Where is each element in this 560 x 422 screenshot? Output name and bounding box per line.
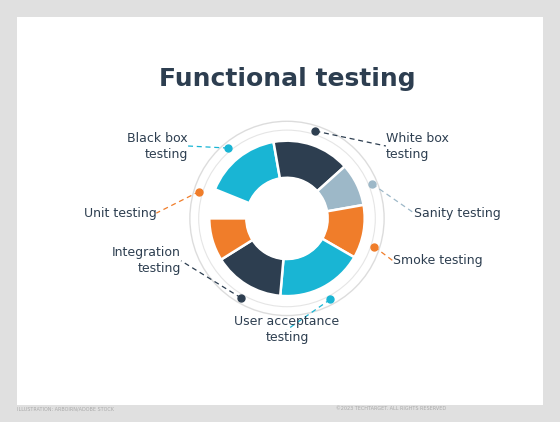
Text: Sanity testing: Sanity testing <box>414 207 501 219</box>
Text: User acceptance
testing: User acceptance testing <box>235 315 339 344</box>
Text: Black box
testing: Black box testing <box>128 132 188 160</box>
Wedge shape <box>221 240 283 296</box>
Wedge shape <box>317 166 363 211</box>
Text: Unit testing: Unit testing <box>83 207 156 219</box>
Wedge shape <box>280 239 354 296</box>
Wedge shape <box>209 219 253 260</box>
Circle shape <box>246 178 328 259</box>
Text: White box
testing: White box testing <box>386 132 449 160</box>
Text: ©2023 TECHTARGET. ALL RIGHTS RESERVED: ©2023 TECHTARGET. ALL RIGHTS RESERVED <box>336 406 446 411</box>
Text: ILLUSTRATION: ARBOIRN/ADOBE STOCK: ILLUSTRATION: ARBOIRN/ADOBE STOCK <box>17 406 114 411</box>
Text: Functional testing: Functional testing <box>158 67 416 91</box>
Wedge shape <box>215 142 280 203</box>
Wedge shape <box>273 141 345 191</box>
Text: Smoke testing: Smoke testing <box>393 254 483 267</box>
Wedge shape <box>322 205 365 257</box>
Text: Integration
testing: Integration testing <box>112 246 181 275</box>
